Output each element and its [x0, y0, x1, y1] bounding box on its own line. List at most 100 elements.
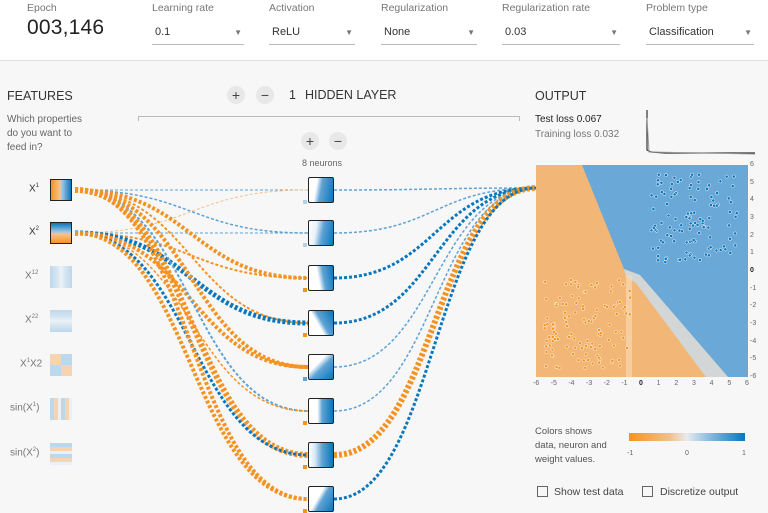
hidden-neuron-4[interactable] [308, 310, 334, 336]
data-point-blue [692, 255, 697, 260]
data-point-orange [550, 335, 555, 339]
show-test-data-checkbox[interactable] [537, 486, 548, 497]
reg-rate-select[interactable]: 0.03 ▼ [502, 22, 620, 45]
hidden-neuron-2[interactable] [308, 220, 334, 246]
data-point-orange [594, 281, 599, 285]
data-point-blue [651, 207, 656, 211]
data-point-orange [544, 296, 549, 301]
data-point-blue [664, 173, 668, 177]
feature-tile-2[interactable] [50, 222, 72, 244]
hidden-neuron-7[interactable] [308, 442, 334, 468]
link-n2-out [333, 187, 537, 234]
link-x1-n5 [74, 188, 309, 369]
feature-label-2: X2 [29, 226, 40, 238]
data-point-orange [576, 358, 581, 363]
data-point-orange [564, 320, 569, 324]
data-point-orange [544, 338, 549, 343]
loss-sparkline [646, 110, 756, 155]
link-x1-n3 [74, 188, 309, 280]
data-point-orange [547, 335, 552, 339]
data-point-orange [551, 329, 556, 334]
activation-select[interactable]: ReLU ▼ [269, 22, 355, 45]
learning-rate-select[interactable]: 0.1 ▼ [152, 22, 244, 45]
hidden-neuron-8[interactable] [308, 486, 334, 512]
link-x2-n4 [74, 230, 309, 326]
data-point-orange [585, 339, 590, 343]
link-x1-n6 [74, 189, 309, 412]
x-tick: 6 [745, 380, 749, 387]
data-point-blue [687, 253, 692, 258]
x-tick: -1 [621, 380, 628, 387]
data-point-orange [580, 304, 585, 309]
data-point-orange [554, 365, 559, 369]
data-point-orange [547, 343, 552, 348]
problem-type-select[interactable]: Classification ▼ [646, 22, 754, 45]
discretize-output-label: Discretize output [660, 486, 739, 498]
data-point-orange [598, 331, 603, 336]
feature-tile-6[interactable] [50, 398, 72, 420]
hidden-layer-count: 1 [289, 88, 296, 102]
data-point-orange [583, 352, 588, 357]
data-point-blue [688, 195, 693, 199]
data-point-blue [672, 239, 677, 244]
neuron-bias-4 [303, 333, 307, 337]
data-point-blue [651, 246, 655, 251]
feature-tile-7[interactable] [50, 443, 72, 465]
training-loss-value: 0.032 [594, 129, 620, 140]
data-point-blue [707, 183, 712, 188]
data-point-orange [569, 332, 574, 336]
data-point-orange [607, 338, 611, 342]
regularization-select[interactable]: None ▼ [381, 22, 477, 45]
epoch-value: 003,146 [27, 16, 105, 39]
y-tick: -1 [750, 284, 757, 292]
discretize-output-checkbox[interactable] [642, 486, 653, 497]
activation-value: ReLU [272, 26, 301, 38]
add-layer-button[interactable]: + [227, 86, 245, 104]
hidden-neuron-6[interactable] [308, 398, 334, 424]
link-x2-n6 [74, 232, 309, 412]
remove-neuron-button[interactable]: − [329, 132, 347, 150]
link-n5-out [333, 187, 537, 368]
feature-tile-4[interactable] [50, 310, 72, 332]
color-scale-bar [629, 433, 745, 441]
boundary-blend [624, 269, 728, 377]
data-point-blue [684, 240, 689, 245]
neuron-bias-8 [303, 509, 307, 513]
data-point-orange [564, 344, 569, 349]
data-point-orange [574, 300, 579, 305]
data-point-blue [687, 216, 692, 221]
data-point-blue [697, 172, 701, 177]
legend-tick-min: -1 [627, 450, 634, 457]
data-point-blue [724, 174, 729, 179]
data-point-orange [597, 344, 602, 349]
y-tick: 6 [750, 161, 754, 168]
link-x2-n1 [74, 189, 309, 234]
data-point-blue [696, 180, 701, 184]
add-neuron-button[interactable]: + [301, 132, 319, 150]
data-point-orange [569, 282, 574, 287]
problem-type-label: Problem type [646, 2, 708, 14]
data-point-orange [582, 317, 586, 322]
remove-layer-button[interactable]: − [256, 86, 274, 104]
link-x1-n7 [74, 187, 309, 458]
link-n3-out [333, 186, 537, 280]
hidden-neuron-3[interactable] [308, 265, 334, 291]
hidden-neuron-5[interactable] [308, 354, 334, 380]
data-point-orange [589, 283, 594, 287]
data-point-blue [670, 182, 674, 186]
data-point-blue [733, 214, 738, 219]
data-point-blue [730, 184, 735, 189]
feature-tile-5[interactable] [50, 354, 72, 376]
data-point-orange [609, 284, 614, 289]
hidden-neuron-1[interactable] [308, 177, 334, 203]
feature-tile-3[interactable] [50, 266, 72, 288]
data-point-orange [584, 344, 588, 348]
y-tick: 0 [750, 267, 754, 274]
data-point-blue [654, 194, 659, 199]
test-loss-value: 0.067 [576, 114, 602, 125]
link-x1-n4 [74, 189, 309, 324]
data-point-blue [697, 258, 702, 262]
feature-tile-1[interactable] [50, 179, 72, 201]
regularization-label: Regularization [381, 2, 449, 14]
x-tick: 4 [709, 380, 714, 387]
